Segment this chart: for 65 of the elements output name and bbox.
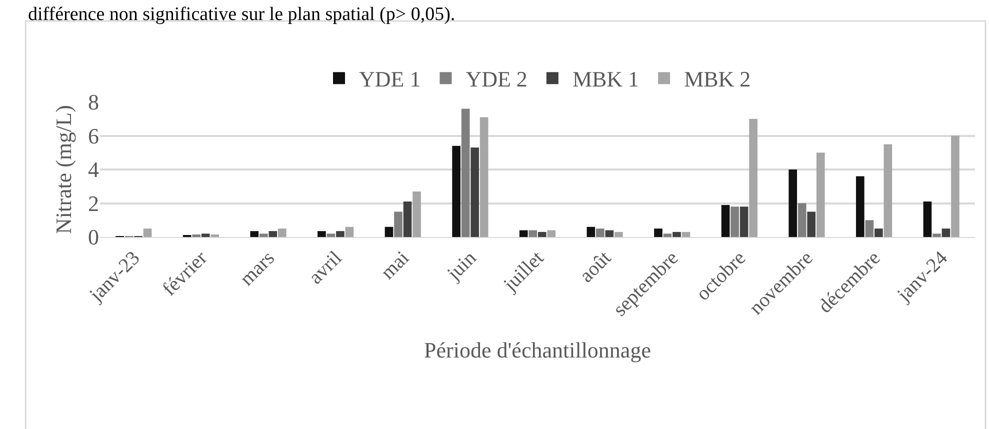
bar — [201, 234, 210, 237]
bar — [318, 231, 326, 237]
bar — [807, 212, 816, 237]
bar — [856, 176, 864, 237]
bar — [336, 231, 344, 237]
bar — [663, 234, 672, 237]
x-axis-title: Période d'échantillonnage — [424, 338, 651, 363]
bar — [654, 228, 662, 237]
bar — [345, 226, 354, 237]
x-tick-label: avril — [304, 246, 346, 289]
bar — [682, 232, 690, 237]
bar — [403, 202, 412, 237]
y-tick-label: 0 — [88, 224, 99, 250]
bar — [865, 220, 874, 237]
bar — [412, 191, 421, 237]
bar — [394, 212, 402, 237]
x-tick-label: juin — [442, 247, 481, 286]
bar — [721, 204, 730, 237]
legend-label: YDE 2 — [466, 66, 528, 92]
y-tick-label: 6 — [88, 123, 99, 148]
bar — [749, 118, 758, 237]
bar — [740, 206, 748, 237]
bar — [932, 234, 941, 237]
bar — [528, 230, 538, 237]
bar — [942, 228, 950, 237]
bar — [730, 206, 739, 237]
legend-label: MBK 2 — [684, 66, 751, 92]
y-axis-title: Nitrate (mg/L) — [50, 105, 76, 234]
bar — [250, 231, 259, 237]
bar — [884, 144, 892, 237]
bar — [951, 136, 960, 237]
bar — [874, 228, 883, 237]
bar — [192, 234, 200, 237]
x-tick-label: mai — [376, 246, 414, 284]
bar — [143, 228, 152, 237]
bar — [788, 170, 798, 237]
bar — [605, 230, 614, 237]
x-tick-label: mars — [236, 246, 280, 290]
bar — [547, 230, 556, 237]
bar — [923, 202, 932, 237]
text: différence non significative sur le plan spatial (p> 0,05). — [28, 4, 456, 25]
bar — [538, 232, 546, 237]
bar — [259, 234, 268, 237]
y-tick-label: 4 — [88, 157, 99, 182]
bar — [586, 226, 596, 237]
y-tick-label: 8 — [88, 90, 99, 115]
bar — [278, 228, 286, 237]
bar — [672, 232, 681, 237]
bar — [326, 234, 336, 237]
bar — [461, 108, 470, 237]
x-tick-label: août — [576, 246, 616, 287]
y-tick-label: 2 — [88, 190, 99, 216]
bar — [210, 234, 220, 237]
bar — [614, 232, 623, 237]
legend-label: YDE 1 — [359, 66, 421, 92]
bar — [816, 152, 825, 237]
bar — [384, 226, 394, 237]
bar — [268, 231, 278, 237]
bar — [596, 228, 604, 237]
bar — [798, 203, 806, 237]
bar — [519, 230, 528, 237]
bar — [470, 148, 479, 237]
bar — [452, 146, 460, 237]
legend-label: MBK 1 — [572, 66, 640, 92]
bar — [480, 117, 488, 237]
